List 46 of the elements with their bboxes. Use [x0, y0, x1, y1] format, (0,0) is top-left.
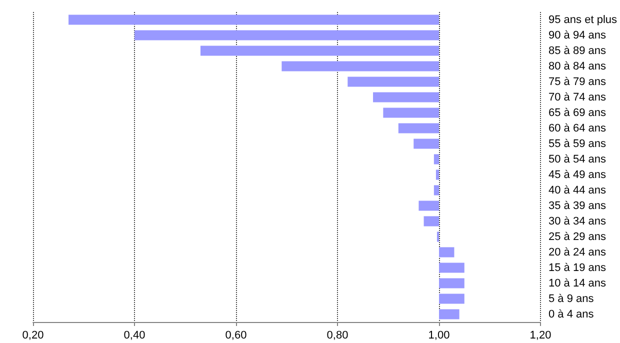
x-tick-label: 0,80	[326, 330, 348, 342]
bar	[383, 108, 440, 118]
x-tick-label: 1,00	[428, 330, 450, 342]
y-tick-label: 90 à 94 ans	[548, 29, 606, 42]
bar	[439, 278, 464, 288]
bar	[348, 76, 440, 87]
y-tick-label: 20 à 24 ans	[548, 246, 606, 258]
x-tick-label: 0,20	[22, 330, 44, 342]
x-tick-label: 0,40	[124, 330, 146, 342]
bar	[418, 200, 440, 211]
x-tick-label: 1,20	[530, 330, 552, 342]
bar	[436, 170, 440, 180]
bar	[134, 30, 440, 40]
y-tick-label: 85 à 89 ans	[548, 44, 606, 57]
y-tick-label: 50 à 54 ans	[548, 153, 606, 166]
bar	[436, 232, 440, 242]
bar	[424, 216, 440, 226]
bar	[439, 247, 454, 258]
bar	[434, 154, 440, 164]
y-tick-label: 75 à 79 ans	[548, 76, 606, 88]
x-tick-label: 0,60	[225, 330, 247, 342]
y-tick-label: 25 à 29 ans	[548, 230, 606, 243]
bar	[434, 185, 440, 196]
bar	[439, 309, 460, 320]
y-tick-label: 45 à 49 ans	[548, 168, 606, 181]
y-tick-label: 5 à 9 ans	[548, 292, 594, 305]
bar	[439, 294, 464, 304]
y-tick-label: 30 à 34 ans	[548, 215, 606, 228]
bar	[373, 92, 440, 102]
bar	[398, 123, 440, 134]
y-tick-label: 40 à 44 ans	[548, 184, 606, 196]
y-tick-label: 0 à 4 ans	[548, 308, 594, 320]
y-tick-label: 65 à 69 ans	[548, 106, 606, 119]
y-tick-label: 55 à 59 ans	[548, 138, 606, 150]
bar	[200, 46, 440, 56]
bar	[439, 262, 464, 273]
bar	[68, 14, 440, 25]
bar	[414, 138, 440, 149]
y-tick-label: 80 à 84 ans	[548, 60, 606, 72]
y-tick-label: 70 à 74 ans	[548, 91, 606, 104]
y-tick-label: 10 à 14 ans	[548, 277, 606, 290]
y-tick-label: 15 à 19 ans	[548, 262, 606, 274]
y-tick-label: 95 ans et plus	[548, 14, 618, 26]
bar	[282, 61, 440, 72]
y-tick-label: 35 à 39 ans	[548, 200, 606, 212]
y-tick-label: 60 à 64 ans	[548, 122, 606, 134]
